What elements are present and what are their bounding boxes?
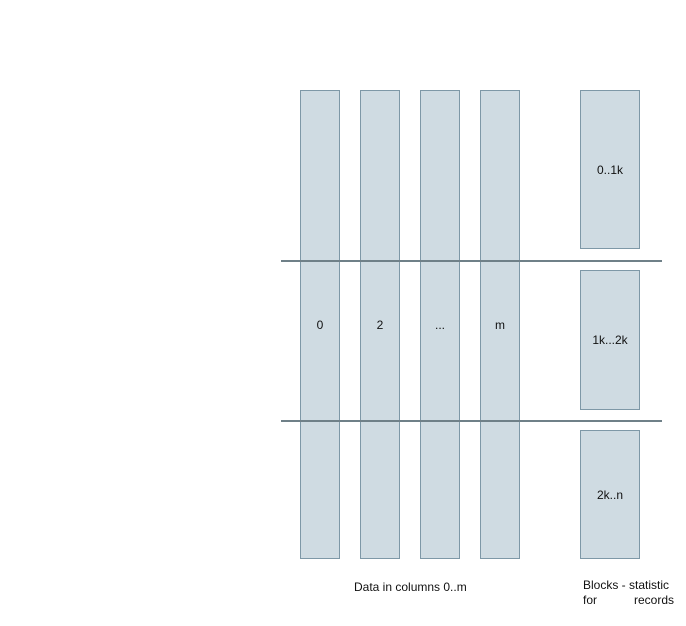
data-column-label: m <box>495 318 505 332</box>
data-column-label: ... <box>434 318 445 332</box>
record-block-2k-n: 2k..n <box>580 430 640 559</box>
data-column-m <box>480 90 520 559</box>
record-block-1k-2k: 1k...2k <box>580 270 640 410</box>
record-block-label: 0..1k <box>596 162 623 177</box>
data-column-2 <box>360 90 400 559</box>
columns-caption: Data in columns 0..m <box>354 580 467 594</box>
partition-line-2 <box>281 420 662 422</box>
record-block-label: 2k..n <box>596 487 623 502</box>
blocks-caption-line-2: records <box>634 593 675 607</box>
blocks-caption-line-1: Blocks - statistic for <box>583 578 670 607</box>
data-column-label: 2 <box>376 318 384 332</box>
data-column-ellipsis <box>420 90 460 559</box>
partition-line-1 <box>281 260 662 262</box>
record-block-0-1k: 0..1k <box>580 90 640 249</box>
data-column-0 <box>300 90 340 559</box>
record-block-label: 1k...2k <box>592 333 628 347</box>
data-column-label: 0 <box>316 318 324 332</box>
